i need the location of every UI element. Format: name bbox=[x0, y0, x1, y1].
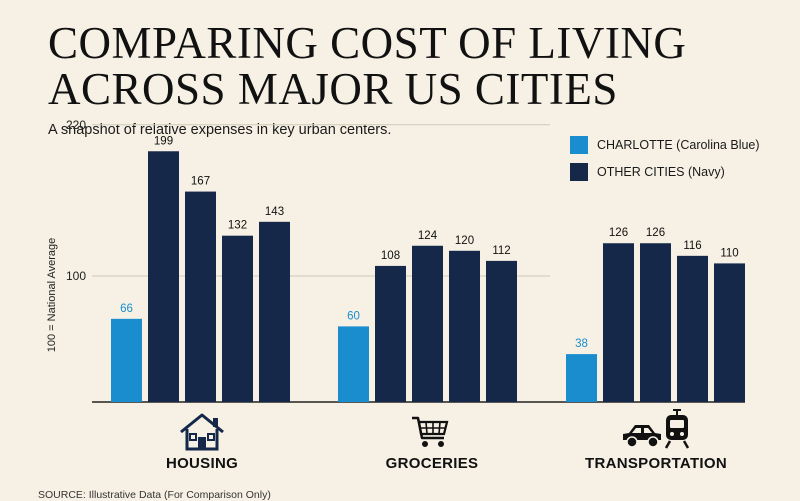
bar-housing-4 bbox=[259, 221, 290, 402]
bar-housing-0 bbox=[111, 318, 142, 402]
legend-item-charlotte: CHARLOTTE (Carolina Blue) bbox=[570, 133, 760, 157]
bar-groceries-2 bbox=[412, 245, 443, 402]
legend-swatch-other-cities bbox=[570, 163, 588, 181]
data-label: 126 bbox=[609, 227, 628, 239]
data-label: 143 bbox=[265, 206, 284, 218]
data-label: 116 bbox=[683, 240, 701, 252]
bar-groceries-4 bbox=[486, 260, 517, 402]
legend-label-other-cities: OTHER CITIES (Navy) bbox=[597, 165, 725, 179]
data-label: 167 bbox=[191, 176, 210, 188]
y-tick-label: 220 bbox=[66, 118, 86, 132]
bar-housing-3 bbox=[222, 235, 253, 402]
data-label: 112 bbox=[492, 245, 510, 257]
data-label: 108 bbox=[381, 250, 400, 262]
bar-transportation-4 bbox=[714, 263, 745, 402]
bar-housing-1 bbox=[148, 151, 179, 402]
data-label: 60 bbox=[347, 310, 360, 322]
data-label: 110 bbox=[720, 247, 738, 259]
category-label-housing: HOUSING bbox=[165, 455, 239, 472]
data-label: 124 bbox=[418, 230, 438, 242]
bar-groceries-0 bbox=[338, 326, 369, 402]
car-icon bbox=[623, 425, 661, 448]
shopping-cart-icon bbox=[412, 416, 449, 447]
bar-housing-2 bbox=[185, 191, 216, 402]
bar-transportation-2 bbox=[640, 243, 671, 402]
legend-swatch-charlotte bbox=[570, 136, 588, 154]
category-label-transportation: TRANSPORTATION bbox=[585, 455, 727, 472]
data-label: 38 bbox=[575, 338, 588, 350]
house-icon bbox=[180, 413, 224, 451]
category-label-groceries: GROCERIES bbox=[385, 455, 479, 472]
data-label: 199 bbox=[154, 135, 173, 147]
legend-item-other-cities: OTHER CITIES (Navy) bbox=[570, 160, 760, 184]
y-tick-label: 100 bbox=[66, 269, 86, 283]
data-label: 132 bbox=[228, 220, 247, 232]
source-note: SOURCE: Illustrative Data (For Compariso… bbox=[38, 489, 271, 501]
bar-groceries-1 bbox=[375, 265, 406, 402]
bar-transportation-0 bbox=[566, 354, 597, 402]
train-icon bbox=[664, 409, 690, 449]
chart-title: COMPARING COST OF LIVING ACROSS MAJOR US… bbox=[48, 18, 687, 114]
data-label: 126 bbox=[646, 227, 665, 239]
legend-label-charlotte: CHARLOTTE (Carolina Blue) bbox=[597, 138, 760, 152]
bar-transportation-1 bbox=[603, 243, 634, 402]
legend: CHARLOTTE (Carolina Blue) OTHER CITIES (… bbox=[570, 133, 760, 187]
chart-subtitle: A snapshot of relative expenses in key u… bbox=[48, 122, 392, 138]
bar-transportation-3 bbox=[677, 255, 708, 402]
data-label: 120 bbox=[455, 235, 474, 247]
data-label: 66 bbox=[120, 303, 133, 315]
bar-groceries-3 bbox=[449, 250, 480, 402]
